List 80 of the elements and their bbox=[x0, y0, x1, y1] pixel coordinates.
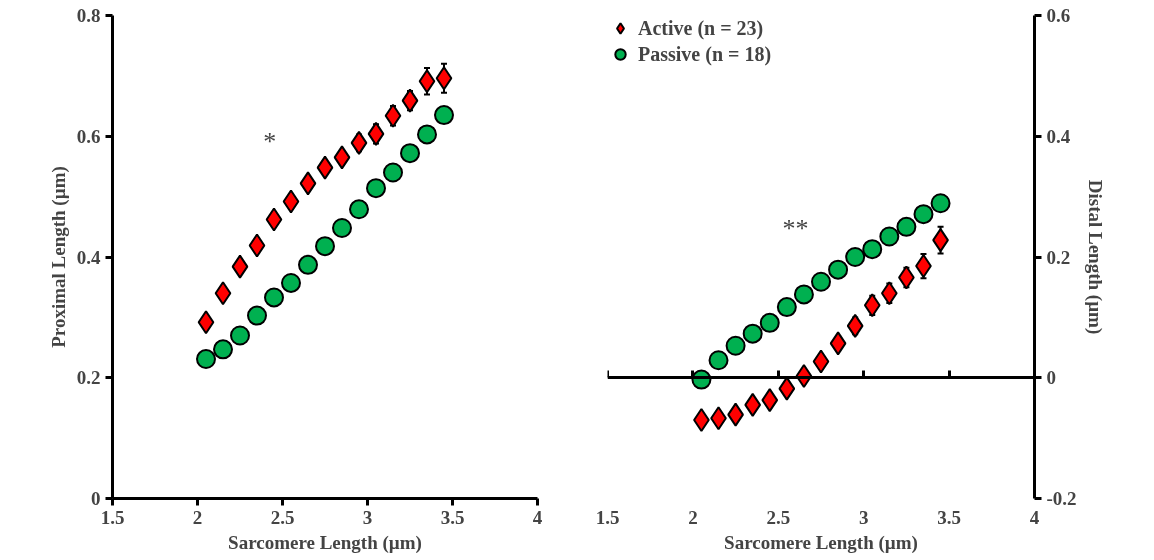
x-tick-label: 4 bbox=[532, 506, 543, 528]
point bbox=[930, 193, 951, 214]
y-tick-label: 0.4 bbox=[76, 246, 101, 268]
point bbox=[230, 325, 250, 346]
y2-tick-label: 0 bbox=[1046, 367, 1056, 389]
point bbox=[880, 281, 898, 306]
x-axis-title: Sarcomere Length (µm) bbox=[724, 531, 918, 554]
point bbox=[366, 178, 386, 199]
y-tick-label: 0 bbox=[91, 488, 101, 509]
point bbox=[299, 171, 317, 196]
x-tick-label: 1.5 bbox=[595, 506, 620, 528]
point bbox=[282, 189, 300, 214]
point bbox=[401, 88, 419, 113]
legend-label: Passive (n = 18) bbox=[638, 42, 772, 66]
point bbox=[793, 284, 814, 305]
point bbox=[913, 204, 934, 225]
point bbox=[332, 218, 352, 238]
legend-label: Active (n = 23) bbox=[638, 16, 764, 40]
point bbox=[316, 155, 334, 180]
point bbox=[400, 143, 420, 164]
point bbox=[828, 259, 849, 280]
x-axis-title: Sarcomere Length (µm) bbox=[228, 531, 422, 554]
y-tick-label: 0.2 bbox=[76, 367, 101, 389]
point bbox=[708, 350, 729, 371]
point bbox=[896, 216, 917, 237]
x-tick-label: 2.5 bbox=[766, 506, 791, 528]
point bbox=[367, 121, 385, 146]
point bbox=[863, 293, 881, 318]
point bbox=[384, 103, 402, 128]
y2-tick-label: -0.2 bbox=[1046, 488, 1077, 509]
point bbox=[435, 66, 453, 91]
point bbox=[197, 310, 215, 335]
point bbox=[349, 199, 369, 220]
x-tick-label: 2 bbox=[192, 506, 203, 528]
y2-tick-label: 0.6 bbox=[1046, 5, 1071, 26]
point bbox=[845, 247, 866, 267]
y-axis-title: Proximal Length (µm) bbox=[47, 166, 70, 348]
x-tick-label: 2.5 bbox=[270, 506, 295, 528]
point bbox=[862, 239, 883, 260]
point bbox=[265, 207, 283, 232]
point bbox=[333, 145, 351, 170]
point bbox=[418, 69, 436, 94]
annotation: ** bbox=[782, 213, 809, 243]
point bbox=[214, 281, 232, 306]
point bbox=[879, 226, 900, 247]
point bbox=[434, 105, 454, 126]
x-tick-label: 4 bbox=[1029, 506, 1040, 528]
point bbox=[744, 392, 762, 417]
point bbox=[778, 376, 796, 401]
point bbox=[213, 339, 233, 360]
point bbox=[759, 312, 780, 333]
point bbox=[383, 162, 403, 183]
x-tick-label: 3 bbox=[858, 506, 869, 528]
point bbox=[812, 349, 830, 374]
x-tick-label: 3.5 bbox=[440, 506, 465, 528]
y2-tick-label: 0.2 bbox=[1046, 246, 1071, 268]
x-tick-label: 3.5 bbox=[937, 506, 961, 528]
point bbox=[298, 254, 318, 275]
x-tick-label: 1.5 bbox=[100, 506, 125, 528]
point bbox=[811, 271, 831, 292]
point bbox=[417, 124, 437, 145]
point bbox=[248, 233, 266, 258]
point bbox=[281, 272, 301, 293]
point bbox=[315, 236, 335, 257]
y-tick-label: 0.6 bbox=[76, 125, 101, 147]
point bbox=[231, 254, 249, 279]
point bbox=[247, 305, 267, 326]
y2-tick-label: 0.4 bbox=[1046, 125, 1071, 147]
point bbox=[264, 287, 284, 308]
x-tick-label: 2 bbox=[688, 506, 698, 528]
point bbox=[761, 388, 779, 413]
point bbox=[776, 297, 797, 318]
point bbox=[725, 335, 746, 356]
point bbox=[196, 349, 216, 370]
annotation: * bbox=[263, 126, 277, 156]
y-tick-label: 0.8 bbox=[76, 5, 101, 26]
point bbox=[742, 323, 763, 344]
y2-axis-title: Distal Length (µm) bbox=[1083, 179, 1106, 335]
point bbox=[829, 331, 847, 356]
x-tick-label: 3 bbox=[362, 506, 373, 528]
